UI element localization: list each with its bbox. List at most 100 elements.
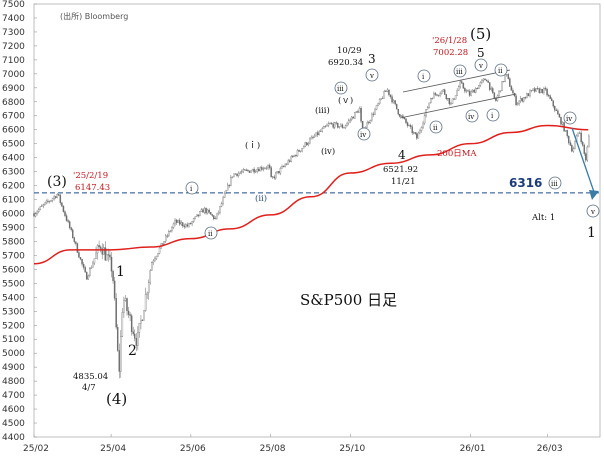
candle-body [492, 88, 494, 93]
candle-body [251, 168, 254, 172]
ma-label: 200日MA [437, 149, 477, 159]
candle-body [123, 300, 125, 313]
y-tick-label: 4900 [2, 363, 25, 373]
candle-body [307, 143, 310, 146]
candle-body [566, 130, 568, 137]
candle-body [479, 82, 482, 86]
circle-iv-c-text: iv [566, 115, 572, 123]
candle-body [99, 246, 102, 249]
circle-iii-c-text: iii [551, 180, 558, 188]
candle-body [106, 254, 108, 261]
candle-body [62, 205, 65, 212]
top-3-date-label: 10/29 [337, 46, 362, 56]
circle-iv-a-text: iv [360, 131, 366, 139]
candle-body [546, 88, 548, 96]
candle-body [70, 227, 72, 231]
candle-body [191, 221, 193, 225]
candle-body [323, 126, 325, 129]
candle-body [329, 123, 331, 125]
x-tick-label: 25/06 [180, 444, 206, 454]
candle-body [245, 169, 248, 171]
candle-body [530, 89, 533, 92]
candle-body [143, 310, 145, 321]
candle-body [93, 258, 96, 264]
overlay-group [33, 69, 600, 265]
candle-body [403, 117, 406, 120]
candle-body [555, 109, 558, 111]
candle-body [296, 150, 299, 157]
candle-body [560, 117, 562, 125]
candle-body [327, 123, 330, 126]
candle-body [39, 206, 41, 210]
y-tick-label: 7000 [2, 70, 25, 80]
circle-i-c-text: i [491, 112, 494, 120]
candle-body [178, 220, 181, 225]
candle-body [34, 213, 37, 217]
candle-body [82, 264, 85, 268]
y-tick-label: 5000 [2, 349, 25, 359]
candle-body [397, 108, 399, 115]
candle-body [197, 214, 200, 217]
candle-body [437, 95, 440, 96]
candle-body [521, 98, 523, 102]
candle-body [239, 172, 241, 174]
candle-body [400, 115, 403, 117]
source-note: (出所) Bloomberg [60, 11, 128, 21]
candle-body [259, 167, 262, 172]
candle-body [301, 148, 303, 152]
candle-body [230, 177, 232, 186]
candle-body [440, 90, 443, 94]
candle-body [450, 103, 452, 105]
channel-lower-line [399, 93, 517, 119]
candle-body [454, 95, 457, 100]
candle-body [275, 172, 277, 179]
candle-body [45, 200, 48, 204]
candle-body [456, 90, 458, 96]
candle-body [244, 169, 246, 171]
candle-body [464, 87, 466, 92]
wave-4-date-label: 4/7 [82, 383, 96, 393]
candle-body [147, 282, 150, 294]
candle-body [475, 88, 477, 93]
candle-body [146, 292, 148, 295]
candle-body [467, 90, 469, 92]
candle-body [141, 319, 144, 321]
candle-body [205, 207, 207, 214]
candle-body [113, 280, 116, 299]
candle-body [439, 93, 441, 96]
candle-body [192, 218, 195, 222]
candle-body [223, 193, 226, 198]
candle-body [493, 92, 496, 99]
candle-body [490, 88, 492, 90]
candle-body [285, 163, 288, 166]
candle-body [126, 298, 128, 312]
y-tick-label: 5700 [2, 251, 25, 261]
candle-body [258, 169, 260, 172]
circle-ii-b-text: ii [433, 124, 438, 132]
circle-i-b-text: i [422, 73, 425, 81]
candle-body [347, 120, 350, 124]
candle-body [529, 90, 531, 97]
x-tick-label: 26/03 [537, 444, 563, 454]
circle-i-a-icon: i [185, 181, 199, 195]
candle-body [377, 103, 379, 106]
candle-body [112, 271, 114, 282]
circle-v-a-icon: v [365, 68, 379, 82]
candle-body [372, 113, 375, 115]
y-tick-label: 5300 [2, 307, 25, 317]
candle-body [585, 153, 587, 161]
paren-wave-iv-label: (iv) [321, 146, 335, 157]
candle-body [459, 81, 461, 87]
candle-body [87, 275, 89, 280]
candle-body [501, 81, 503, 91]
candle-body [315, 132, 317, 137]
candle-body [382, 97, 384, 99]
candle-body [118, 350, 120, 372]
wave-2-label: 2 [128, 343, 137, 359]
candle-body [116, 326, 119, 351]
candle-body [405, 118, 407, 123]
candle-body [395, 103, 398, 110]
top-3-price-label: 6920.34 [328, 58, 363, 68]
candle-body [89, 268, 91, 277]
x-axis: 25/02 25/04 25/06 25/08 25/10 26/01 26/03 [23, 434, 563, 454]
